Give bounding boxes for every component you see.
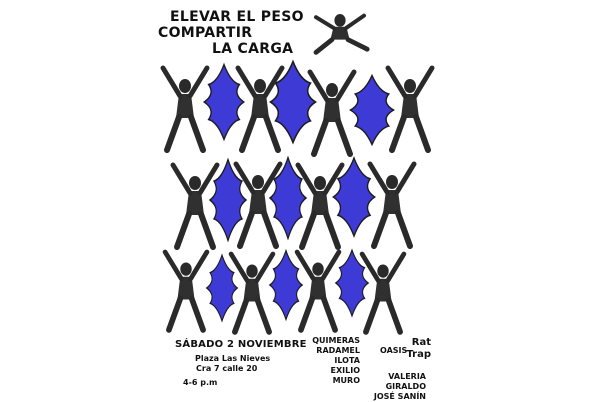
- title-line-1: ELEVAR EL PESO: [170, 9, 304, 25]
- title-line-3: LA CARGA: [212, 41, 294, 57]
- artist-valeria: VALERIA GIRALDO: [385, 372, 426, 391]
- blue-star-shapes: [203, 60, 395, 322]
- event-date: SÁBADO 2 NOVIEMBRE: [175, 339, 307, 350]
- artist-jose: JOSÉ SANÍN: [373, 392, 426, 401]
- artist-name: QUIMERAS: [312, 336, 360, 345]
- title-line-2: COMPARTIR: [158, 25, 253, 41]
- artist-name: EXILIO: [330, 366, 360, 375]
- event-venue: Plaza Las Nieves: [195, 354, 271, 363]
- artist-trap: Trap: [406, 349, 431, 360]
- artist-list-extra: VALERIA GIRALDO JOSÉ SANÍN: [346, 372, 426, 402]
- artist-name: ILOTA: [334, 356, 360, 365]
- top-figure: [313, 13, 370, 55]
- artist-oasis: OASIS: [380, 346, 408, 355]
- artist-rat: Rat: [411, 337, 431, 348]
- artist-name: MURO: [332, 376, 360, 385]
- artist-rat-trap: Rat Trap: [401, 337, 431, 361]
- event-address: Cra 7 calle 20: [196, 364, 258, 373]
- event-hours: 4-6 p.m: [183, 378, 218, 387]
- artist-name: RADAMEL: [316, 346, 360, 355]
- artist-list: QUIMERAS RADAMEL ILOTA EXILIO MURO: [312, 336, 360, 386]
